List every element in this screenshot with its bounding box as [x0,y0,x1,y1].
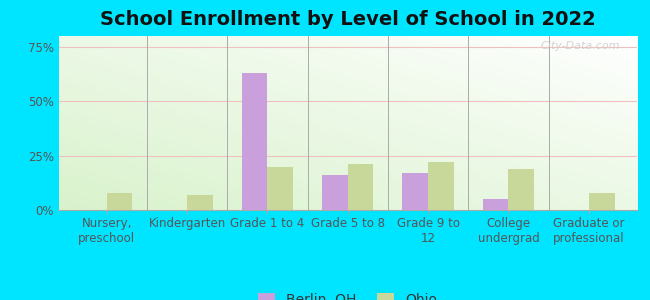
Title: School Enrollment by Level of School in 2022: School Enrollment by Level of School in … [100,10,595,29]
Bar [483,199,508,210]
Bar [242,73,267,210]
Bar [589,193,614,210]
Bar [107,193,133,210]
Bar [402,173,428,210]
Bar [322,175,348,210]
Bar [428,162,454,210]
Legend: Berlin, OH, Ohio: Berlin, OH, Ohio [254,289,441,300]
Bar [348,164,374,210]
Bar [508,169,534,210]
Bar [187,195,213,210]
Bar [267,167,293,210]
Text: City-Data.com: City-Data.com [540,41,619,51]
